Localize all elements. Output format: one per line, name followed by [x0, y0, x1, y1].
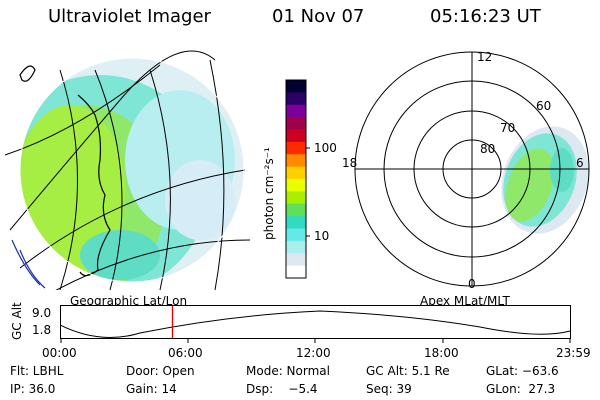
colorbar-cell — [286, 265, 306, 279]
observation-time: 05:16:23 UT — [430, 6, 541, 27]
colorbar-cell — [286, 117, 306, 130]
colorbar-unit-label: photon cm⁻²s⁻¹ — [262, 147, 276, 240]
timeline-ylabel: GC Alt — [10, 302, 24, 340]
mlt-label-6: 6 — [576, 156, 584, 170]
colorbar-tick-10: 10 — [314, 229, 330, 243]
lat-label-80: 80 — [480, 142, 495, 156]
info-gain: Gain: 14 — [126, 382, 177, 396]
right-panel-caption: Apex MLat/MLT — [420, 294, 510, 308]
colorbar-cell — [286, 80, 306, 93]
colorbar-cell — [286, 228, 306, 242]
colorbar-cell — [286, 166, 306, 180]
colorbar-cell — [286, 191, 306, 205]
info-door: Door: Open — [126, 364, 195, 378]
colorbar-cell — [286, 129, 306, 143]
colorbar-cell — [286, 216, 306, 229]
timeline-tick-2359: 23:59 — [556, 346, 591, 360]
info-ip: IP: 36.0 — [10, 382, 56, 396]
mlt-label-18: 18 — [342, 156, 357, 170]
timeline-ymin: 1.8 — [32, 323, 52, 337]
colorbar-cell — [286, 92, 306, 106]
mlt-label-12: 12 — [477, 50, 492, 64]
polar-plot: 12 18 6 0 80 70 60 — [342, 50, 590, 291]
colorbar-cell — [286, 141, 306, 155]
info-gc-alt: GC Alt: 5.1 Re — [366, 364, 450, 378]
info-dsp: Dsp: −5.4 — [246, 382, 318, 396]
observation-date: 01 Nov 07 — [272, 6, 365, 27]
colorbar-cell — [286, 104, 306, 118]
colorbar-cell — [286, 240, 306, 254]
colorbar — [285, 79, 310, 279]
timeline-tick-0600: 06:00 — [168, 346, 203, 360]
info-mode: Mode: Normal — [246, 364, 330, 378]
mlt-label-0: 0 — [468, 277, 476, 291]
colorbar-gradient — [286, 80, 306, 279]
info-filter: Flt: LBHL — [10, 364, 64, 378]
timeline-tick-0000: 00:00 — [42, 346, 77, 360]
left-panel-caption: Geographic Lat/Lon — [70, 294, 188, 308]
instrument-title: Ultraviolet Imager — [48, 6, 211, 27]
info-seq: Seq: 39 — [366, 382, 412, 396]
colorbar-tick-100: 100 — [314, 141, 337, 155]
timeline-tick-1800: 18:00 — [424, 346, 459, 360]
info-glat: GLat: −63.6 — [486, 364, 559, 378]
lat-label-60: 60 — [536, 99, 551, 113]
colorbar-cell — [286, 203, 306, 217]
colorbar-cell — [286, 253, 306, 267]
info-glon: GLon: 27.3 — [486, 382, 556, 396]
lat-label-70: 70 — [500, 121, 515, 135]
colorbar-cell — [286, 179, 306, 192]
timeline-tick-1200: 12:00 — [296, 346, 331, 360]
geographic-image — [4, 50, 250, 290]
timeline-ymax: 9.0 — [32, 306, 52, 320]
orbit-timeline — [60, 305, 571, 343]
colorbar-cell — [286, 154, 306, 168]
